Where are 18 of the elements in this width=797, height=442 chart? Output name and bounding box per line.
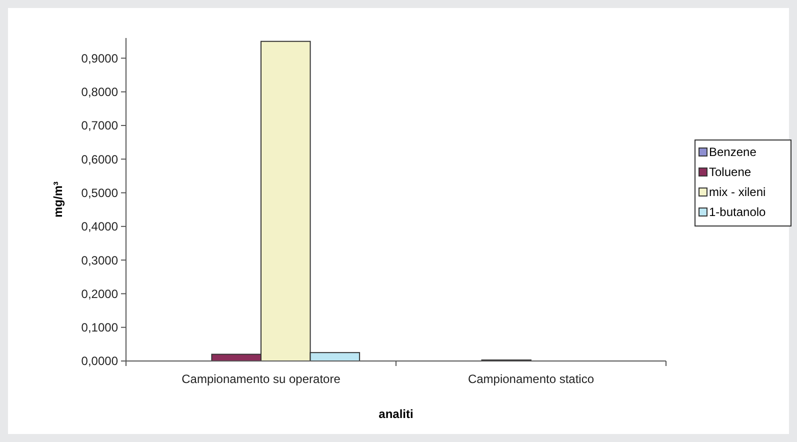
y-tick-label: 0,5000 xyxy=(81,186,118,200)
x-axis-title: analiti xyxy=(378,407,414,421)
x-tick-label: Campionamento su operatore xyxy=(182,372,341,386)
y-tick-label: 0,3000 xyxy=(81,253,118,268)
y-tick-label: 0,6000 xyxy=(81,152,118,166)
y-tick-label: 0,4000 xyxy=(81,220,118,234)
y-tick-label: 0,9000 xyxy=(81,51,118,66)
legend-label: Benzene xyxy=(709,145,757,160)
x-tick-label: Campionamento statico xyxy=(468,372,594,386)
y-tick-label: 0,7000 xyxy=(81,118,118,133)
y-tick-label: 0,1000 xyxy=(81,320,118,335)
y-axis-title: mg/m³ xyxy=(51,181,65,218)
y-tick-label: 0,2000 xyxy=(81,286,118,301)
legend-label: 1-butanolo xyxy=(709,205,766,220)
legend-label: mix - xileni xyxy=(709,185,766,200)
legend-label: Toluene xyxy=(709,165,752,180)
y-tick-label: 0,8000 xyxy=(81,85,118,100)
y-tick-label: 0,0000 xyxy=(81,354,118,368)
